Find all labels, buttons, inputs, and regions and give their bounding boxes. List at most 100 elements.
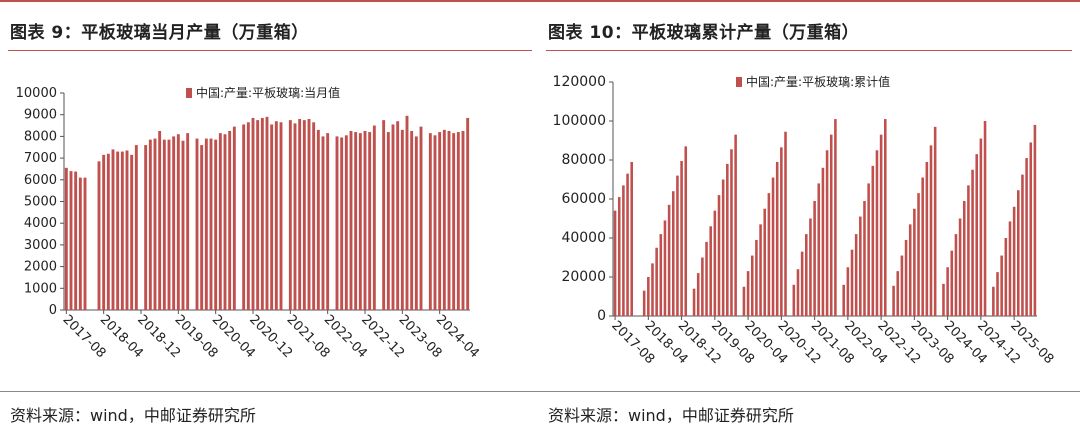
data-bar: [433, 135, 437, 310]
data-bar: [850, 249, 854, 316]
data-bar: [667, 204, 671, 316]
data-bar: [274, 121, 278, 311]
data-bar: [767, 193, 771, 316]
data-bar: [461, 130, 465, 310]
data-bar: [696, 273, 700, 316]
left-figure-title: 图表 9：平板玻璃当月产量（万重箱）: [10, 23, 309, 43]
data-bar: [83, 177, 87, 310]
data-bar: [983, 121, 987, 316]
legend-swatch: [186, 88, 192, 98]
legend-swatch: [736, 77, 742, 87]
data-bar: [630, 161, 633, 316]
data-bar: [933, 126, 937, 316]
data-bar: [842, 284, 845, 316]
data-bar: [167, 139, 171, 310]
data-bar: [642, 290, 646, 316]
data-bar: [921, 177, 924, 316]
data-bar: [344, 135, 348, 310]
data-bar: [975, 154, 979, 316]
y-tick-label: 9000: [24, 108, 57, 123]
data-bar: [800, 251, 804, 316]
data-bar: [456, 132, 460, 310]
data-bar: [228, 130, 232, 310]
data-bar: [1000, 255, 1003, 316]
data-bar: [883, 119, 887, 316]
data-bar: [97, 161, 101, 310]
data-bar: [663, 220, 667, 316]
data-bar: [879, 134, 883, 316]
data-bar: [442, 129, 446, 310]
data-bar: [709, 226, 712, 316]
data-bar: [617, 197, 621, 316]
data-bar: [1029, 142, 1033, 316]
data-bar: [805, 234, 808, 316]
data-bar: [256, 120, 260, 310]
data-bar: [734, 134, 737, 316]
data-bar: [69, 171, 73, 310]
y-tick-label: 3000: [24, 238, 57, 253]
data-bar: [854, 234, 858, 316]
data-bar: [925, 161, 929, 316]
data-bar: [466, 117, 470, 310]
data-bar: [176, 134, 180, 310]
y-tick-label: 60000: [561, 191, 606, 207]
data-bar: [428, 133, 432, 310]
data-bar: [438, 132, 442, 310]
footer-rule: [0, 391, 1080, 392]
data-bar: [312, 122, 316, 310]
left-source-note: 资料来源：wind，中邮证券研究所: [10, 406, 256, 425]
data-bar: [106, 153, 110, 310]
data-bar: [946, 267, 949, 316]
y-tick-label: 40000: [561, 230, 606, 246]
y-tick-label: 0: [49, 303, 57, 318]
data-bar: [279, 122, 283, 310]
data-bar: [967, 185, 970, 316]
y-tick-label: 120000: [553, 74, 606, 90]
data-bar: [74, 171, 78, 310]
data-bar: [655, 247, 658, 316]
data-bar: [340, 137, 344, 310]
data-bar: [659, 234, 663, 316]
data-bar: [713, 210, 717, 316]
right-title-rule: [546, 50, 1072, 51]
data-bar: [692, 288, 696, 316]
data-bar: [775, 161, 779, 316]
data-bar: [784, 131, 787, 316]
data-bar: [1017, 190, 1020, 316]
data-bar: [917, 193, 920, 316]
data-bar: [746, 271, 750, 316]
data-bar: [613, 210, 617, 316]
data-bar: [293, 123, 297, 310]
data-bar: [971, 169, 974, 316]
data-bar: [186, 133, 190, 310]
data-bar: [307, 119, 311, 310]
data-bar: [647, 277, 650, 316]
data-bar: [288, 120, 292, 310]
data-bar: [792, 284, 796, 316]
data-bar: [405, 115, 409, 310]
y-tick-label: 20000: [561, 269, 606, 285]
data-bar: [676, 175, 679, 316]
data-bar: [372, 125, 376, 310]
data-bar: [214, 139, 218, 310]
data-bar: [209, 138, 213, 310]
data-bar: [717, 195, 721, 316]
data-bar: [863, 200, 866, 316]
data-bar: [316, 129, 320, 310]
data-bar: [452, 133, 456, 310]
data-bar: [102, 154, 106, 310]
data-bar: [116, 151, 120, 310]
data-bar: [929, 145, 933, 316]
left-title-rule: [8, 50, 532, 51]
data-bar: [875, 150, 879, 316]
data-bar: [251, 117, 255, 310]
data-bar: [813, 200, 816, 316]
data-bar: [414, 136, 418, 310]
data-bar: [326, 133, 330, 310]
data-bar: [1033, 124, 1037, 317]
data-bar: [962, 200, 966, 316]
data-bar: [834, 119, 837, 316]
data-bar: [730, 149, 733, 316]
data-bar: [817, 183, 821, 316]
y-tick-label: 1000: [24, 281, 57, 296]
